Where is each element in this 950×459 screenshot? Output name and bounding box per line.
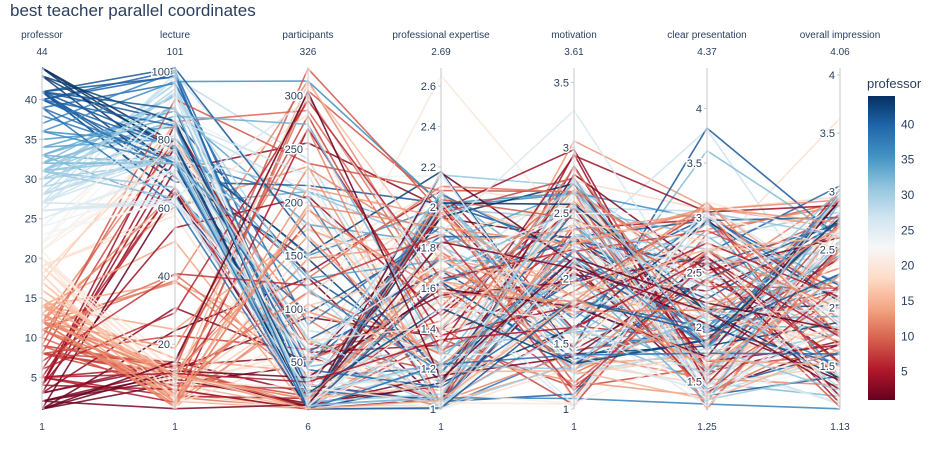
axis-tick-label: 10 <box>25 333 37 345</box>
axis-tick-label: 1.2 <box>421 364 436 376</box>
axis-professional-expertise[interactable]: professional expertise 2.69 11 1.2 1.4 1.6 1.8… <box>392 30 490 433</box>
axis-title: participants <box>282 30 333 41</box>
axis-tick-label: 1 <box>563 404 569 416</box>
colorbar: professor 5 10 15 20 25 30 35 40 <box>867 76 922 400</box>
axis-min-label: 1 <box>39 422 45 433</box>
axis-tick-label: 2.5 <box>554 208 569 220</box>
axis-tick-label: 20 <box>158 339 170 351</box>
axis-min-label: 1 <box>438 422 444 433</box>
axis-tick-label: 3.5 <box>687 158 702 170</box>
axis-min-label: 1.13 <box>830 422 850 433</box>
axis-lecture[interactable]: lecture 101 1 20 40 60 80 100 <box>150 30 191 433</box>
axis-tick-label: 300 <box>285 91 303 103</box>
axis-tick-label: 1.6 <box>421 283 436 295</box>
axis-tick-label: 2 <box>563 273 569 285</box>
axis-tick-label: 4 <box>829 70 835 82</box>
axis-tick-label: 1.8 <box>421 243 436 255</box>
axis-tick-label: 100 <box>152 66 170 78</box>
colorbar-tick-label: 35 <box>901 153 915 167</box>
axis-max-label: 44 <box>36 47 48 58</box>
colorbar-tick-label: 5 <box>901 365 908 379</box>
axis-title: professional expertise <box>392 30 490 41</box>
axis-max-label: 326 <box>300 47 317 58</box>
axis-tick-label: 1.5 <box>554 339 569 351</box>
axis-tick-label: 15 <box>25 293 37 305</box>
axis-tick-label: 2.5 <box>687 267 702 279</box>
axis-title: professor <box>21 30 63 41</box>
axis-title: clear presentation <box>667 30 747 41</box>
axis-tick-label: 200 <box>285 197 303 209</box>
axis-tick-label: 2.2 <box>421 162 436 174</box>
axis-clear-presentation[interactable]: clear presentation 4.37 1.25 1.5 2 2.5 3 3.5 4 <box>667 30 747 433</box>
axis-tick-label: 2 <box>696 322 702 334</box>
axis-tick-label: 1.4 <box>421 323 436 335</box>
axis-tick-label: 50 <box>291 357 303 369</box>
colorbar-tick-label: 25 <box>901 223 915 237</box>
axis-min-label: 1 <box>172 422 178 433</box>
axis-max-label: 4.06 <box>830 47 850 58</box>
axis-tick-label: 60 <box>158 203 170 215</box>
colorbar-tick-label: 20 <box>901 259 915 273</box>
axis-overall-impression[interactable]: overall impression 4.06 1.13 1.5 2 2.5 3 3.5 4 <box>800 30 881 433</box>
axis-tick-label: 1.5 <box>687 377 702 389</box>
colorbar-tick-label: 30 <box>901 188 915 202</box>
axis-max-label: 3.61 <box>564 47 584 58</box>
axis-tick-label: 5 <box>31 372 37 384</box>
axis-title: motivation <box>551 30 597 41</box>
axis-tick-label: 2.5 <box>820 245 835 257</box>
colorbar-gradient <box>868 96 895 400</box>
axis-title: lecture <box>160 30 190 41</box>
axis-motivation[interactable]: motivation 3.61 11 1.5 2 2.5 3 3.5 <box>551 30 597 433</box>
axis-tick-label: 1.5 <box>820 361 835 373</box>
axis-tick-label: 2.6 <box>421 81 436 93</box>
axis-tick-label: 25 <box>25 214 37 226</box>
axis-tick-label: 3 <box>829 186 835 198</box>
axis-tick-label: 150 <box>285 251 303 263</box>
axis-min-label: 6 <box>305 422 311 433</box>
colorbar-tick-label: 40 <box>901 117 915 131</box>
axis-tick-label: 250 <box>285 144 303 156</box>
axis-tick-label: 20 <box>25 253 37 265</box>
axis-tick-label: 4 <box>696 103 702 115</box>
axis-tick-label: 100 <box>285 304 303 316</box>
axis-min-label: 1.25 <box>697 422 717 433</box>
axes: professor441510152025303540lecture101120… <box>21 30 880 433</box>
colorbar-tick-label: 15 <box>901 294 915 308</box>
chart-title: best teacher parallel coordinates <box>10 1 256 20</box>
axis-tick-label: 2 <box>430 202 436 214</box>
axis-tick-label: 35 <box>25 134 37 146</box>
axis-tick-label: 40 <box>25 95 37 107</box>
axis-tick-label: 2 <box>829 303 835 315</box>
axis-title: overall impression <box>800 30 881 41</box>
colorbar-tick-label: 10 <box>901 329 915 343</box>
axis-tick-label: 3 <box>696 213 702 225</box>
axis-tick-label: 30 <box>25 174 37 186</box>
axis-max-label: 101 <box>167 47 184 58</box>
axis-tick-label: 80 <box>158 135 170 147</box>
axis-max-label: 4.37 <box>697 47 717 58</box>
axis-tick-label: 3.5 <box>554 77 569 89</box>
axis-max-label: 2.69 <box>431 47 451 58</box>
axis-tick-label: 2.4 <box>421 122 436 134</box>
axis-tick-label: 40 <box>158 271 170 283</box>
axis-tick-label: 1 <box>430 404 436 416</box>
axis-min-label: 1 <box>571 422 577 433</box>
axis-tick-label: 3 <box>563 143 569 155</box>
colorbar-title: professor <box>867 76 922 91</box>
axis-participants[interactable]: participants 326 6 50 100 150 200 250 300 <box>282 30 333 433</box>
axis-tick-label: 3.5 <box>820 128 835 140</box>
